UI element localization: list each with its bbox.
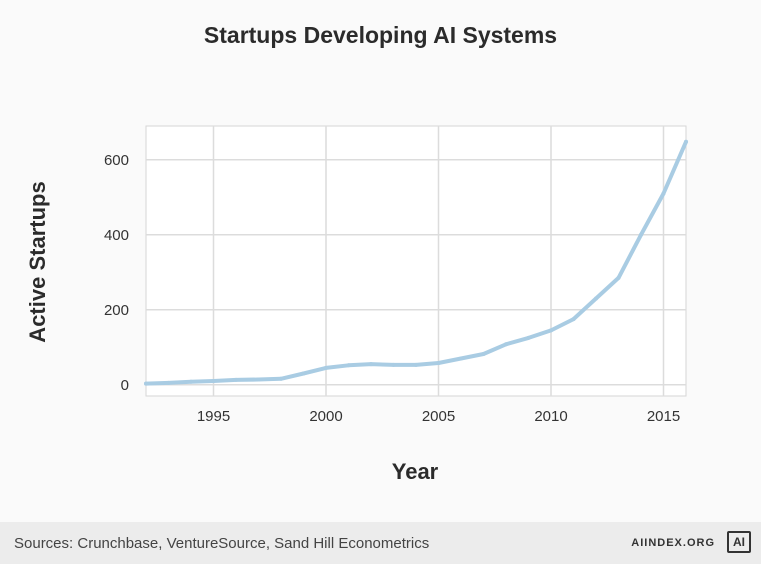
data-point <box>571 317 576 322</box>
data-point <box>481 352 486 356</box>
data-point <box>526 335 531 340</box>
data-point <box>301 371 306 376</box>
data-point <box>684 139 688 144</box>
data-point <box>211 379 216 383</box>
data-point <box>459 356 463 361</box>
data-point <box>639 232 643 237</box>
x-axis-title: Year <box>392 459 439 484</box>
plot-area <box>145 125 687 397</box>
data-point <box>324 365 328 370</box>
data-point <box>436 361 441 365</box>
data-point <box>549 328 553 333</box>
footer-bar: Sources: Crunchbase, VentureSource, Sand… <box>0 522 761 564</box>
brand-link[interactable]: AIINDEX.ORG <box>631 537 715 549</box>
data-point <box>234 377 238 382</box>
y-axis-title: Active Startups <box>25 181 50 342</box>
y-tick-label: 600 <box>104 152 129 169</box>
source-note: Sources: Crunchbase, VentureSource, Sand… <box>14 535 430 552</box>
x-tick-label: 1995 <box>197 408 230 425</box>
y-tick-label: 400 <box>104 227 129 244</box>
data-point <box>256 377 261 382</box>
data-point <box>346 363 351 368</box>
x-tick-label: 2010 <box>534 408 567 425</box>
data-point <box>414 362 418 367</box>
line-chart: 1995 2000 2005 2010 2015 0 200 400 600 Year Acti… <box>25 125 688 484</box>
data-point <box>616 275 621 280</box>
chart-title: Startups Developing AI Systems <box>203 22 558 48</box>
data-point <box>144 381 148 386</box>
ai-logo-icon: AI <box>727 531 751 553</box>
tick-labels: 1995 2000 2005 2010 2015 0 200 400 600 <box>104 152 680 425</box>
data-point <box>279 376 283 381</box>
x-tick-label: 2005 <box>422 408 455 425</box>
data-point <box>504 342 508 347</box>
data-point <box>391 362 396 367</box>
series-layer <box>144 139 688 386</box>
x-tick-label: 2015 <box>647 408 680 425</box>
y-tick-label: 200 <box>104 302 129 319</box>
data-point <box>166 380 171 385</box>
grid-lines <box>146 126 686 396</box>
data-point <box>369 362 373 367</box>
data-point <box>661 191 666 196</box>
x-tick-label: 2000 <box>309 408 342 425</box>
data-point <box>189 379 193 384</box>
data-point <box>594 296 598 301</box>
y-tick-label: 0 <box>121 377 129 394</box>
